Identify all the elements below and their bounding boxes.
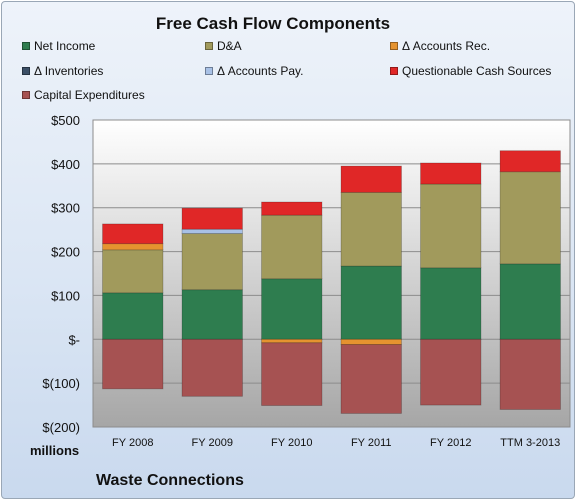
y-tick-label: $(200) (42, 420, 80, 435)
bar-segment (420, 267, 482, 340)
x-tick-label: TTM 3-2013 (500, 437, 560, 449)
bar-segment (181, 338, 243, 397)
bar-segment (181, 289, 243, 340)
legend-item: Δ Accounts Pay. (205, 64, 304, 78)
legend-label: Δ Accounts Pay. (217, 64, 304, 78)
legend-label: Δ Accounts Rec. (402, 39, 491, 53)
bar-segment (261, 201, 323, 216)
x-tick-label: FY 2008 (112, 437, 153, 449)
bar-segment (181, 233, 243, 291)
bar-segment (499, 263, 561, 340)
bar-segment (499, 171, 561, 265)
y-axis-ticks: $(200) $(100) $- $100 $200 $300 $400 $500 (42, 113, 80, 435)
legend-swatch (390, 42, 398, 50)
bar-segment (499, 338, 561, 410)
bar-segment (420, 338, 482, 406)
legend-swatch (205, 42, 213, 50)
bar-segment (340, 344, 402, 414)
bar-segment (340, 338, 402, 345)
bar-segment (261, 338, 323, 344)
legend-item: Net Income (22, 39, 95, 53)
bar-segment (261, 278, 323, 340)
bar-segment (102, 223, 164, 245)
company-label: Waste Connections (96, 472, 244, 489)
bar-segment (499, 150, 561, 173)
legend-label: Δ Inventories (34, 64, 104, 78)
bar-segment (340, 191, 402, 267)
bar-segment (102, 243, 164, 251)
bar-segment (181, 207, 243, 230)
legend-label: Capital Expenditures (34, 88, 145, 102)
chart-title: Free Cash Flow Components (155, 14, 391, 33)
x-tick-label: FY 2012 (430, 437, 471, 449)
legend-item: D&A (205, 39, 242, 53)
bar-segment (102, 292, 164, 340)
bar-segment (340, 265, 402, 340)
bar-segment (102, 338, 164, 390)
x-axis-ticks: FY 2008 FY 2009 FY 2010 FY 2011 FY 2012 TTM 3… (112, 437, 560, 449)
bar-segment (420, 183, 482, 269)
bar-segment (261, 214, 323, 280)
y-tick-label: $200 (51, 245, 80, 260)
legend-swatch (390, 67, 398, 75)
bar-segment (261, 342, 323, 406)
bar-segment (340, 165, 402, 193)
y-tick-label: $300 (51, 201, 80, 216)
legend-label: Questionable Cash Sources (402, 64, 552, 78)
y-tick-label: $- (68, 332, 80, 347)
legend-swatch (22, 42, 30, 50)
legend-label: Net Income (34, 39, 96, 53)
legend-swatch (205, 67, 213, 75)
legend-item: Questionable Cash Sources (390, 64, 551, 78)
legend-label: D&A (217, 39, 242, 53)
y-tick-label: $400 (51, 157, 80, 172)
y-tick-label: $100 (51, 288, 80, 303)
legend-swatch (22, 67, 30, 75)
bar-segment (102, 249, 164, 294)
y-tick-label: $(100) (42, 376, 80, 391)
legend: Net Income D&A Δ Accounts Rec. Δ Inventorie… (0, 0, 578, 110)
y-tick-label: $500 (51, 113, 80, 128)
legend-item: Δ Accounts Rec. (390, 39, 490, 53)
legend-item: Capital Expenditures (22, 88, 145, 102)
units-label: millions (30, 443, 80, 458)
legend-item: Δ Inventories (22, 64, 103, 78)
plot-background (92, 119, 571, 428)
bars (102, 150, 561, 414)
grid-lines (93, 119, 570, 428)
legend-swatch (22, 91, 30, 99)
x-tick-label: FY 2011 (351, 437, 392, 449)
x-tick-label: FY 2010 (271, 437, 312, 449)
bar-segment (181, 228, 243, 234)
bar-segment (420, 162, 482, 185)
x-tick-label: FY 2009 (192, 437, 233, 449)
